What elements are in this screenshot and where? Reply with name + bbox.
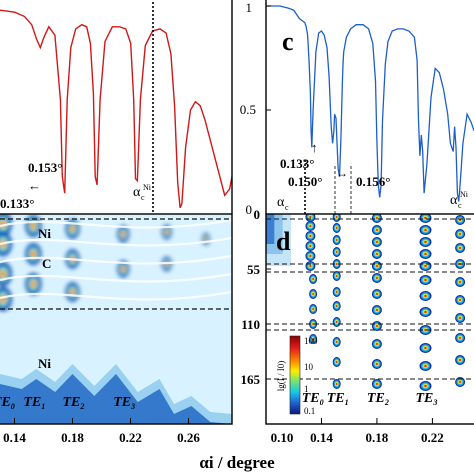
colorbar-tick-1: 1 <box>304 384 309 394</box>
heatmap-right <box>266 214 474 424</box>
x-tick-label: 0.18 <box>61 430 84 445</box>
arrow-double-annotation: ↔ <box>336 166 348 180</box>
layer-label: C <box>42 256 51 271</box>
panel-label-c: c <box>282 27 294 56</box>
panel-frame-bottom-right <box>265 213 474 425</box>
panel-top-left: 0.153° ← 0.133° α c Ni <box>0 0 233 214</box>
heatmap-left <box>0 214 232 424</box>
panel-top-right: 1 0.5 0 c ↑ 0.133° 0.150° ↔ 0.156° α c α… <box>240 0 474 217</box>
x-tick-label: 0.18 <box>366 430 389 445</box>
x-tick-label: 0.26 <box>177 430 200 445</box>
y-tick-label: 110 <box>241 317 260 332</box>
mode-label: TE3 <box>415 391 437 407</box>
svg-text:c: c <box>285 203 289 212</box>
svg-text:α: α <box>133 185 141 200</box>
colorbar-label: lg(I / I0) <box>276 361 286 392</box>
panel-frame-bottom-left <box>0 213 233 425</box>
svg-text:c: c <box>458 201 462 210</box>
layer-labels: Ni C Ni <box>38 226 51 371</box>
x-tick-label: 0.14 <box>3 430 26 445</box>
annotation-0133-right: 0.133° <box>280 156 314 171</box>
reflectivity-curve-left <box>0 9 232 209</box>
annotation-0153: 0.153° <box>28 160 62 175</box>
critical-angle-label-left: α c Ni <box>133 183 152 202</box>
critical-angle-label-right-c: α c <box>277 195 289 212</box>
panel-label-d: d <box>276 227 291 256</box>
layer-label: Ni <box>38 226 51 241</box>
layer-label: Ni <box>38 356 51 371</box>
mode-label: TE2 <box>63 395 85 411</box>
mode-label: TE1 <box>327 391 349 407</box>
y-ticks-right: 0 55 110 165 <box>241 207 271 387</box>
x-ticks-left: 0.14 0.18 0.22 0.26 <box>3 418 200 445</box>
arrow-up-annotation: ↑ <box>311 140 318 155</box>
mode-label: TE2 <box>367 391 389 407</box>
annotation-0150: 0.150° <box>288 174 322 189</box>
mode-label: TE0 <box>302 391 324 407</box>
y-tick-label-1: 1 <box>246 0 253 15</box>
x-axis-label: αi / degree <box>199 453 275 472</box>
colorbar-gradient <box>289 335 301 415</box>
colorbar: lg(I / I0) 100 10 1 0.1 <box>276 335 318 416</box>
arrow-left-annotation: ← <box>28 178 41 193</box>
reflectivity-curve-right <box>266 5 474 202</box>
x-tick-label: 0.22 <box>421 430 444 445</box>
critical-angle-label-right-ni: α c Ni <box>450 190 469 210</box>
svg-text:Ni: Ni <box>143 183 152 192</box>
svg-text:α: α <box>277 195 285 210</box>
x-tick-label: 0.14 <box>310 430 333 445</box>
y-tick-label: 0 <box>254 207 261 222</box>
svg-text:Ni: Ni <box>460 190 469 199</box>
mode-labels-right: TE0 TE1 TE2 TE3 <box>302 391 438 407</box>
annotation-0133: 0.133° <box>0 196 34 211</box>
mode-label: TE1 <box>23 395 45 411</box>
colorbar-tick-01: 0.1 <box>304 406 315 416</box>
y-tick-label: 55 <box>247 262 261 277</box>
x-ticks-right: 0.10 0.14 0.18 0.22 <box>265 418 444 445</box>
mode-label: TE3 <box>113 395 135 411</box>
colorbar-tick-10: 10 <box>304 362 314 372</box>
y-tick-label: 165 <box>241 372 261 387</box>
colorbar-tick-100: 100 <box>304 336 318 346</box>
x-tick-label: 0.22 <box>119 430 142 445</box>
y-tick-label-0: 0 <box>246 202 253 217</box>
svg-text:α: α <box>450 193 458 208</box>
annotation-0156: 0.156° <box>356 174 390 189</box>
y-tick-label-05: 0.5 <box>240 102 256 117</box>
x-tick-label: 0.10 <box>271 430 294 445</box>
svg-text:c: c <box>141 193 145 202</box>
